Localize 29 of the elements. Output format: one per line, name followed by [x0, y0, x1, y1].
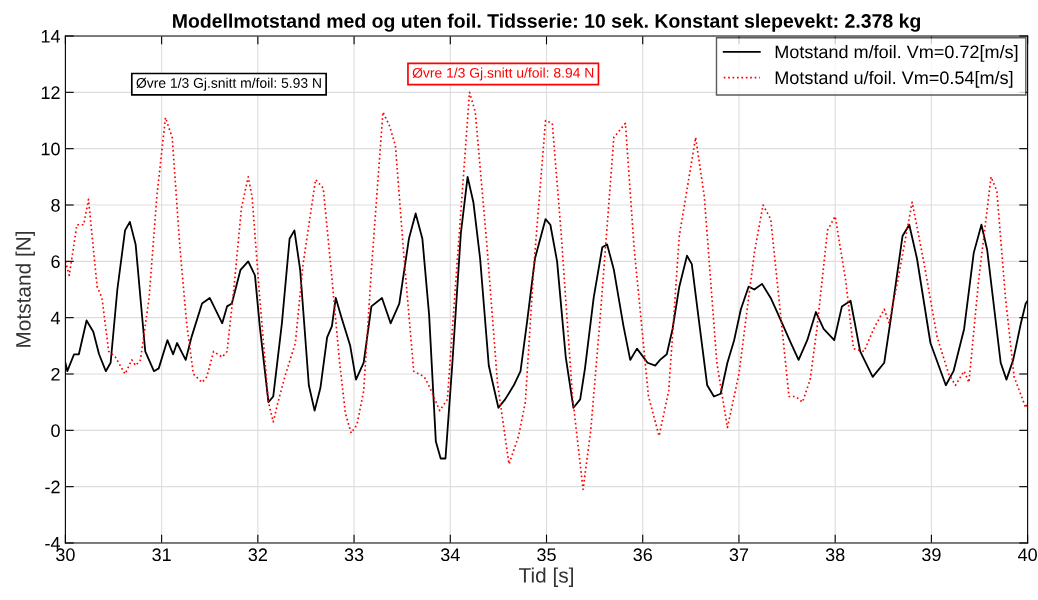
y-tick-label: 2	[51, 367, 60, 381]
x-tick-label: 38	[825, 548, 845, 562]
annotation: Øvre 1/3 Gj.snitt m/foil: 5.93 N	[136, 77, 321, 91]
y-tick-label: 12	[41, 86, 60, 99]
legend-label: Motstand m/foil. Vm=0.72[m/s]	[775, 45, 1018, 62]
y-axis-title: Motstand [N]	[15, 231, 35, 347]
y-tick-label: 6	[51, 255, 60, 269]
x-axis-title: Tid [s]	[519, 567, 573, 587]
y-tick-label: 14	[41, 30, 61, 43]
x-tick-label: 33	[344, 548, 364, 562]
x-tick-label: 30	[56, 548, 75, 562]
legend-label: Motstand u/foil. Vm=0.54[m/s]	[775, 70, 1013, 88]
chart-title: Modellmotstand med og uten foil. Tidsserie: 10 sek. Konstant slepevekt: 2.378 kg	[173, 13, 921, 32]
annotation: Øvre 1/3 Gj.snitt u/foil: 8.94 N	[412, 67, 594, 81]
x-tick-label: 37	[729, 548, 749, 562]
y-tick-label: 8	[51, 198, 60, 212]
x-tick-label: 40	[1017, 548, 1037, 562]
y-tick-label: -2	[45, 480, 60, 494]
x-tick-label: 36	[633, 548, 652, 562]
x-tick-label: 34	[440, 548, 460, 562]
x-tick-label: 35	[537, 548, 556, 562]
x-tick-label: 32	[248, 548, 267, 562]
line-series	[65, 91, 1028, 491]
x-tick-label: 31	[152, 548, 171, 562]
y-tick-label: 10	[41, 142, 60, 156]
x-tick-label: 39	[922, 548, 941, 562]
y-tick-label: 0	[51, 424, 60, 438]
y-tick-label: 4	[50, 311, 61, 325]
y-tick-label: -4	[45, 537, 61, 550]
